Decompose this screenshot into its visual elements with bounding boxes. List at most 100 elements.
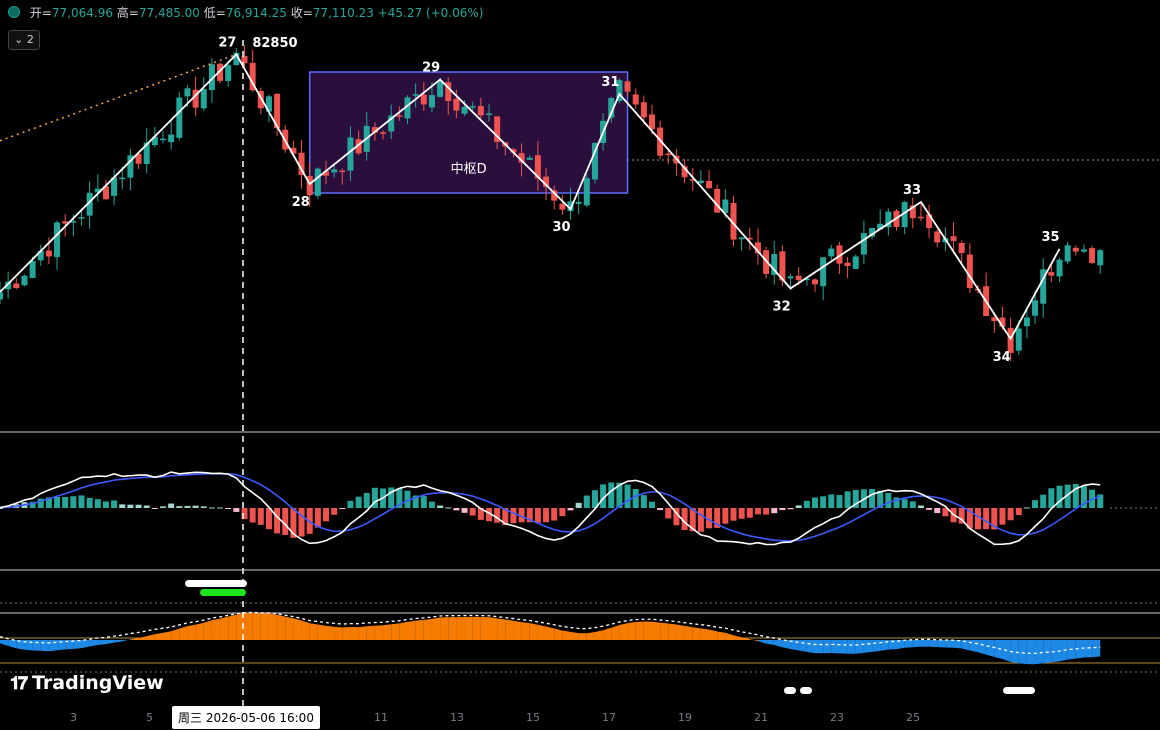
oscillator-area [464, 616, 473, 640]
collapse-indicators-button[interactable]: ⌄ 2 [8, 30, 40, 50]
macd-histogram-bar [722, 508, 729, 524]
macd-histogram-bar [1023, 507, 1030, 509]
oscillator-area [268, 613, 278, 640]
oscillator-area [81, 640, 90, 649]
candle-body [1089, 248, 1096, 263]
candle-body [494, 116, 501, 142]
macd-histogram-bar [420, 496, 427, 508]
oscillator-area [1018, 640, 1027, 665]
oscillator-area [32, 640, 41, 651]
oscillator-area [130, 638, 139, 640]
oscillator-area [986, 640, 995, 657]
candle-body [665, 153, 672, 156]
oscillator-area [252, 613, 261, 640]
peak-price-label: 82850 [252, 36, 297, 51]
oscillator-area [285, 616, 294, 640]
candle-body [339, 170, 346, 173]
oscillator-area [358, 626, 367, 640]
macd-histogram-bar [151, 508, 158, 509]
macd-histogram-bar [371, 487, 378, 508]
oscillator-area [733, 635, 742, 640]
candle-body [681, 166, 688, 178]
candle-body [787, 276, 794, 279]
oscillator-area [326, 625, 335, 640]
macd-histogram-bar [143, 505, 150, 508]
symbol-icon [8, 6, 20, 18]
candle-body [1056, 259, 1063, 277]
oscillator-area [684, 625, 693, 640]
candle-body [738, 237, 745, 240]
candle-body [1064, 245, 1071, 262]
oscillator-area [603, 627, 612, 640]
oscillator-area [228, 614, 237, 640]
oscillator-area [334, 626, 343, 640]
macd-histogram-bar [1072, 484, 1079, 508]
oscillator-area [472, 616, 481, 640]
candle-body [803, 278, 810, 281]
oscillator-area [211, 618, 221, 640]
candle-body [111, 177, 118, 196]
candle-body [917, 216, 924, 219]
oscillator-area [1083, 640, 1093, 658]
oscillator-area [440, 617, 449, 640]
oscillator-area [407, 620, 416, 640]
macd-histogram-bar [233, 508, 240, 512]
candle-body [999, 317, 1006, 327]
oscillator-area [839, 640, 848, 654]
oscillator-area [660, 622, 669, 640]
macd-histogram-bar [583, 495, 590, 508]
x-axis-tick-label: 19 [678, 711, 692, 724]
macd-histogram-bar [225, 508, 232, 509]
macd-histogram-bar [78, 495, 85, 508]
wave-point-label: 28 [292, 195, 310, 210]
candle-body [526, 157, 533, 160]
oscillator-area [692, 627, 701, 640]
macd-histogram-bar [983, 508, 990, 530]
candle-body [624, 81, 631, 92]
oscillator-area [97, 640, 106, 646]
oscillator-area [709, 629, 718, 640]
tradingview-logo-icon: 𝟏𝟕 [10, 673, 28, 694]
candle-body [909, 205, 916, 219]
macd-histogram-bar [795, 505, 802, 508]
candle-body [241, 55, 248, 64]
candle-body [119, 177, 126, 180]
oscillator-area [8, 640, 17, 649]
macd-histogram-bar [975, 508, 981, 530]
oscillator-area [293, 618, 302, 640]
oscillator-area [855, 640, 864, 654]
oscillator-area [904, 640, 913, 648]
candle-body [396, 115, 403, 117]
candle-body [1072, 247, 1079, 252]
oscillator-area [668, 623, 677, 640]
candle-body [608, 98, 615, 118]
macd-histogram-bar [991, 508, 998, 530]
candle-body [54, 222, 61, 258]
candle-body [225, 65, 232, 81]
candle-body [567, 201, 574, 212]
macd-histogram-bar [257, 508, 264, 525]
oscillator-area [953, 640, 962, 649]
macd-histogram-bar [869, 488, 876, 508]
tradingview-logo[interactable]: 𝟏𝟕 TradingView [10, 672, 164, 694]
candle-body [1032, 300, 1039, 316]
macd-dea-line [0, 472, 1101, 542]
candle-body [298, 152, 305, 176]
macd-histogram-bar [323, 508, 329, 522]
oscillator-area [163, 631, 172, 640]
oscillator-area [562, 630, 571, 640]
oscillator-area [643, 621, 652, 640]
macd-histogram-bar [1007, 508, 1014, 521]
candle-body [559, 203, 566, 210]
oscillator-area [480, 617, 489, 640]
macd-histogram-bar [909, 501, 916, 508]
oscillator-area [896, 640, 905, 650]
candle-body [461, 106, 468, 114]
macd-histogram-bar [396, 488, 403, 508]
oscillator-area [969, 640, 978, 653]
macd-histogram-bar [453, 508, 460, 511]
macd-histogram-bar [282, 508, 289, 535]
oscillator-area [798, 640, 807, 652]
macd-histogram-bar [820, 496, 827, 508]
